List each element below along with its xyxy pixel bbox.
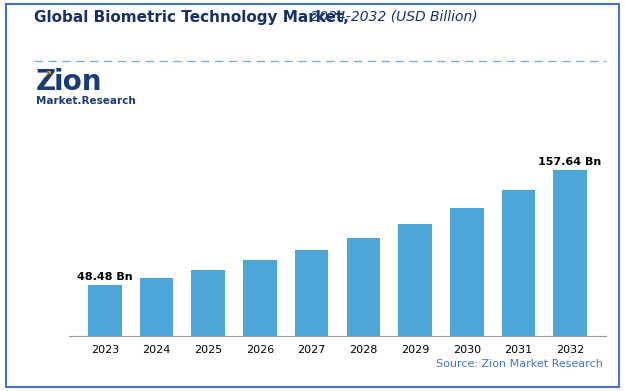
Text: 48.48 Bn: 48.48 Bn <box>77 272 132 282</box>
Bar <box>191 270 225 336</box>
Bar <box>398 224 432 336</box>
Text: Z: Z <box>36 68 56 97</box>
Bar <box>140 278 173 336</box>
Text: 157.64 Bn: 157.64 Bn <box>539 156 602 167</box>
Text: CAGR : 14.00%: CAGR : 14.00% <box>46 360 157 373</box>
Bar <box>88 285 122 336</box>
Bar <box>502 190 535 336</box>
Bar <box>243 260 277 336</box>
Text: Source: Zion Market Research: Source: Zion Market Research <box>436 359 603 369</box>
Bar <box>450 208 484 336</box>
Text: ion: ion <box>53 68 102 97</box>
Text: 2024-2032 (USD Billion): 2024-2032 (USD Billion) <box>306 10 478 24</box>
Text: ↗: ↗ <box>42 71 52 81</box>
Bar <box>295 250 329 336</box>
Bar <box>346 238 380 336</box>
Bar <box>553 170 587 336</box>
Text: Market.Research: Market.Research <box>36 96 136 106</box>
Text: Global Biometric Technology Market,: Global Biometric Technology Market, <box>34 10 349 25</box>
